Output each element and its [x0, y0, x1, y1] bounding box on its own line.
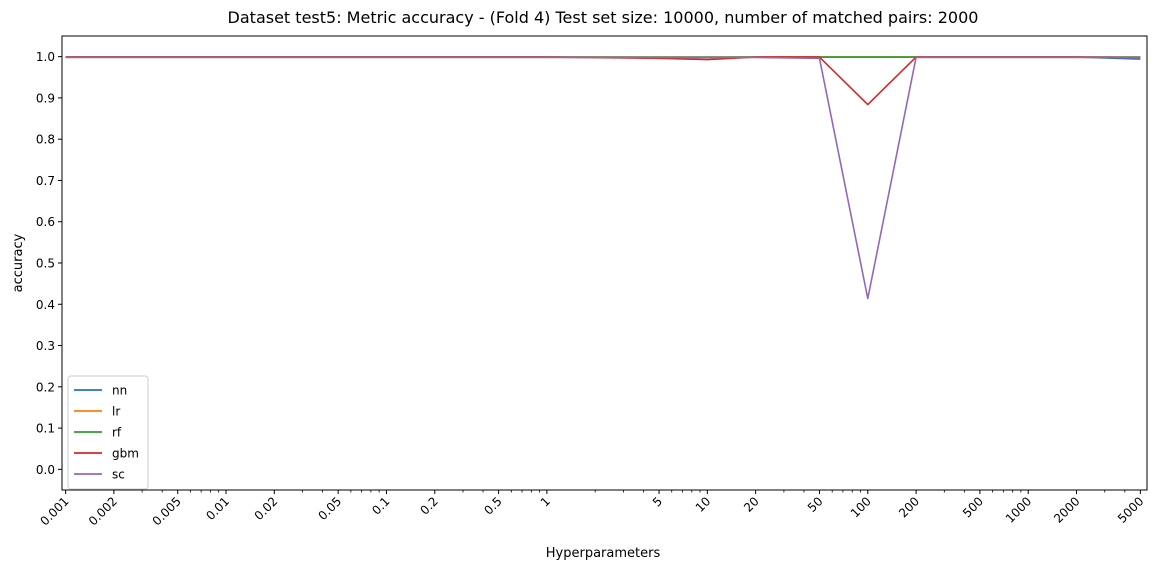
- chart-title: Dataset test5: Metric accuracy - (Fold 4…: [228, 8, 979, 27]
- legend-label-gbm: gbm: [112, 447, 139, 461]
- x-tick-label: 200: [896, 494, 922, 520]
- y-axis: 0.0 0.1 0.2 0.3 0.4 0.5 0.6 0.7 0.8 0.9 1.0: [36, 50, 62, 477]
- x-tick-label: 20: [741, 494, 762, 515]
- x-tick-label: 0.01: [203, 494, 232, 523]
- y-tick-label: 0.6: [36, 215, 55, 229]
- x-tick-label: 100: [848, 494, 874, 520]
- x-tick-label: 1: [538, 494, 553, 509]
- legend-label-rf: rf: [112, 426, 122, 440]
- x-tick-label: 1000: [1003, 494, 1034, 525]
- series-line-sc: [65, 56, 1141, 300]
- axes-frame: [61, 35, 1148, 491]
- legend-box: [67, 375, 149, 490]
- x-tick-label: 0.02: [252, 494, 281, 523]
- series-line-gbm: [65, 56, 1141, 106]
- y-tick-label: 0.4: [36, 298, 55, 312]
- y-tick-label: 0.2: [36, 380, 55, 394]
- x-tick-label: 500: [960, 494, 986, 520]
- series-lines: [65, 56, 1141, 300]
- x-tick-label: 0.005: [150, 494, 184, 528]
- y-tick-label: 0.1: [36, 422, 55, 436]
- x-tick-label: 5: [650, 494, 665, 509]
- x-tick-label: 0.002: [86, 494, 120, 528]
- legend-label-sc: sc: [112, 468, 125, 482]
- y-tick-label: 0.8: [36, 133, 55, 147]
- x-tick-label: 0.2: [417, 494, 440, 517]
- x-tick-label: 0.05: [315, 494, 344, 523]
- x-tick-label: 50: [805, 494, 826, 515]
- x-tick-label: 0.001: [38, 494, 72, 528]
- y-tick-label: 1.0: [36, 50, 55, 64]
- y-tick-label: 0.7: [36, 174, 55, 188]
- x-axis-label: Hyperparameters: [546, 546, 661, 561]
- x-tick-label: 10: [693, 494, 714, 515]
- x-tick-label: 2000: [1051, 494, 1082, 525]
- y-tick-label: 0.3: [36, 339, 55, 353]
- y-tick-label: 0.9: [36, 91, 55, 105]
- legend-label-nn: nn: [112, 384, 127, 398]
- y-axis-label: accuracy: [11, 233, 26, 292]
- x-axis: 0.001 0.002 0.005 0.01 0.02 0.05 0.1 0.2 0.5 1 5 10…: [38, 490, 1146, 528]
- y-tick-label: 0.5: [36, 257, 55, 271]
- legend-label-lr: lr: [112, 405, 120, 419]
- x-tick-label: 5000: [1115, 494, 1146, 525]
- x-tick-label: 0.5: [481, 494, 504, 517]
- legend: nn lr rf gbm sc: [67, 375, 149, 490]
- plot-area: [61, 35, 1148, 491]
- y-tick-label: 0.0: [36, 463, 55, 477]
- x-tick-label: 0.1: [369, 494, 392, 517]
